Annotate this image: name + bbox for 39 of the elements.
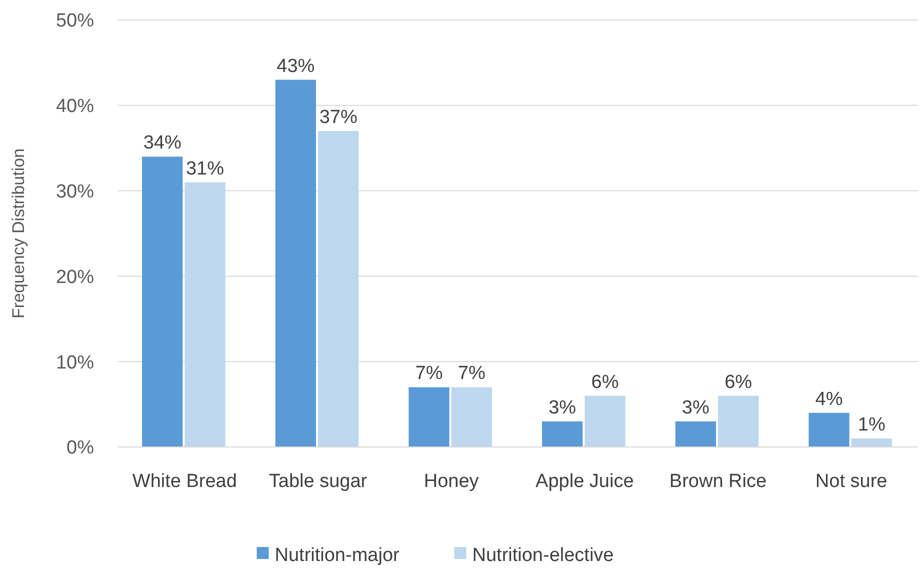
bar bbox=[584, 396, 626, 447]
data-label: 37% bbox=[319, 107, 358, 128]
data-label: 6% bbox=[724, 372, 752, 393]
data-label: 7% bbox=[458, 363, 486, 384]
x-tick-label: Table sugar bbox=[268, 471, 368, 492]
x-tick-label: Honey bbox=[424, 471, 480, 492]
data-label: 3% bbox=[548, 397, 576, 418]
data-label: 3% bbox=[682, 397, 710, 418]
data-label: 43% bbox=[276, 56, 315, 77]
y-tick-label: 40% bbox=[56, 96, 94, 118]
bar bbox=[184, 182, 226, 447]
y-axis-title: Frequency Distribution bbox=[9, 148, 28, 319]
y-tick-label: 0% bbox=[66, 438, 94, 459]
bar bbox=[408, 387, 450, 447]
bar bbox=[142, 156, 183, 447]
y-tick-label: 30% bbox=[56, 181, 94, 202]
y-tick-label: 10% bbox=[56, 352, 94, 374]
data-label: 4% bbox=[815, 388, 843, 410]
data-label: 34% bbox=[143, 132, 182, 154]
bar bbox=[275, 80, 316, 447]
bar bbox=[808, 412, 850, 447]
bar bbox=[318, 131, 359, 447]
x-tick-label: Not sure bbox=[815, 471, 888, 492]
data-label: 31% bbox=[186, 158, 224, 180]
x-tick-label: Brown Rice bbox=[669, 471, 767, 492]
legend-label: Nutrition-elective bbox=[472, 545, 614, 566]
x-tick-label: Apple Juice bbox=[536, 471, 634, 492]
bar bbox=[451, 387, 492, 447]
y-tick-label: 20% bbox=[56, 266, 94, 288]
data-label: 6% bbox=[591, 372, 619, 393]
bar bbox=[718, 396, 759, 447]
legend-label: Nutrition-major bbox=[274, 545, 400, 566]
data-label: 7% bbox=[415, 363, 443, 384]
bar bbox=[851, 438, 892, 447]
data-label: 1% bbox=[858, 414, 886, 436]
bar bbox=[542, 421, 583, 447]
bar bbox=[675, 421, 716, 447]
x-tick-label: White Bread bbox=[132, 471, 237, 492]
y-tick-label: 50% bbox=[56, 10, 94, 32]
